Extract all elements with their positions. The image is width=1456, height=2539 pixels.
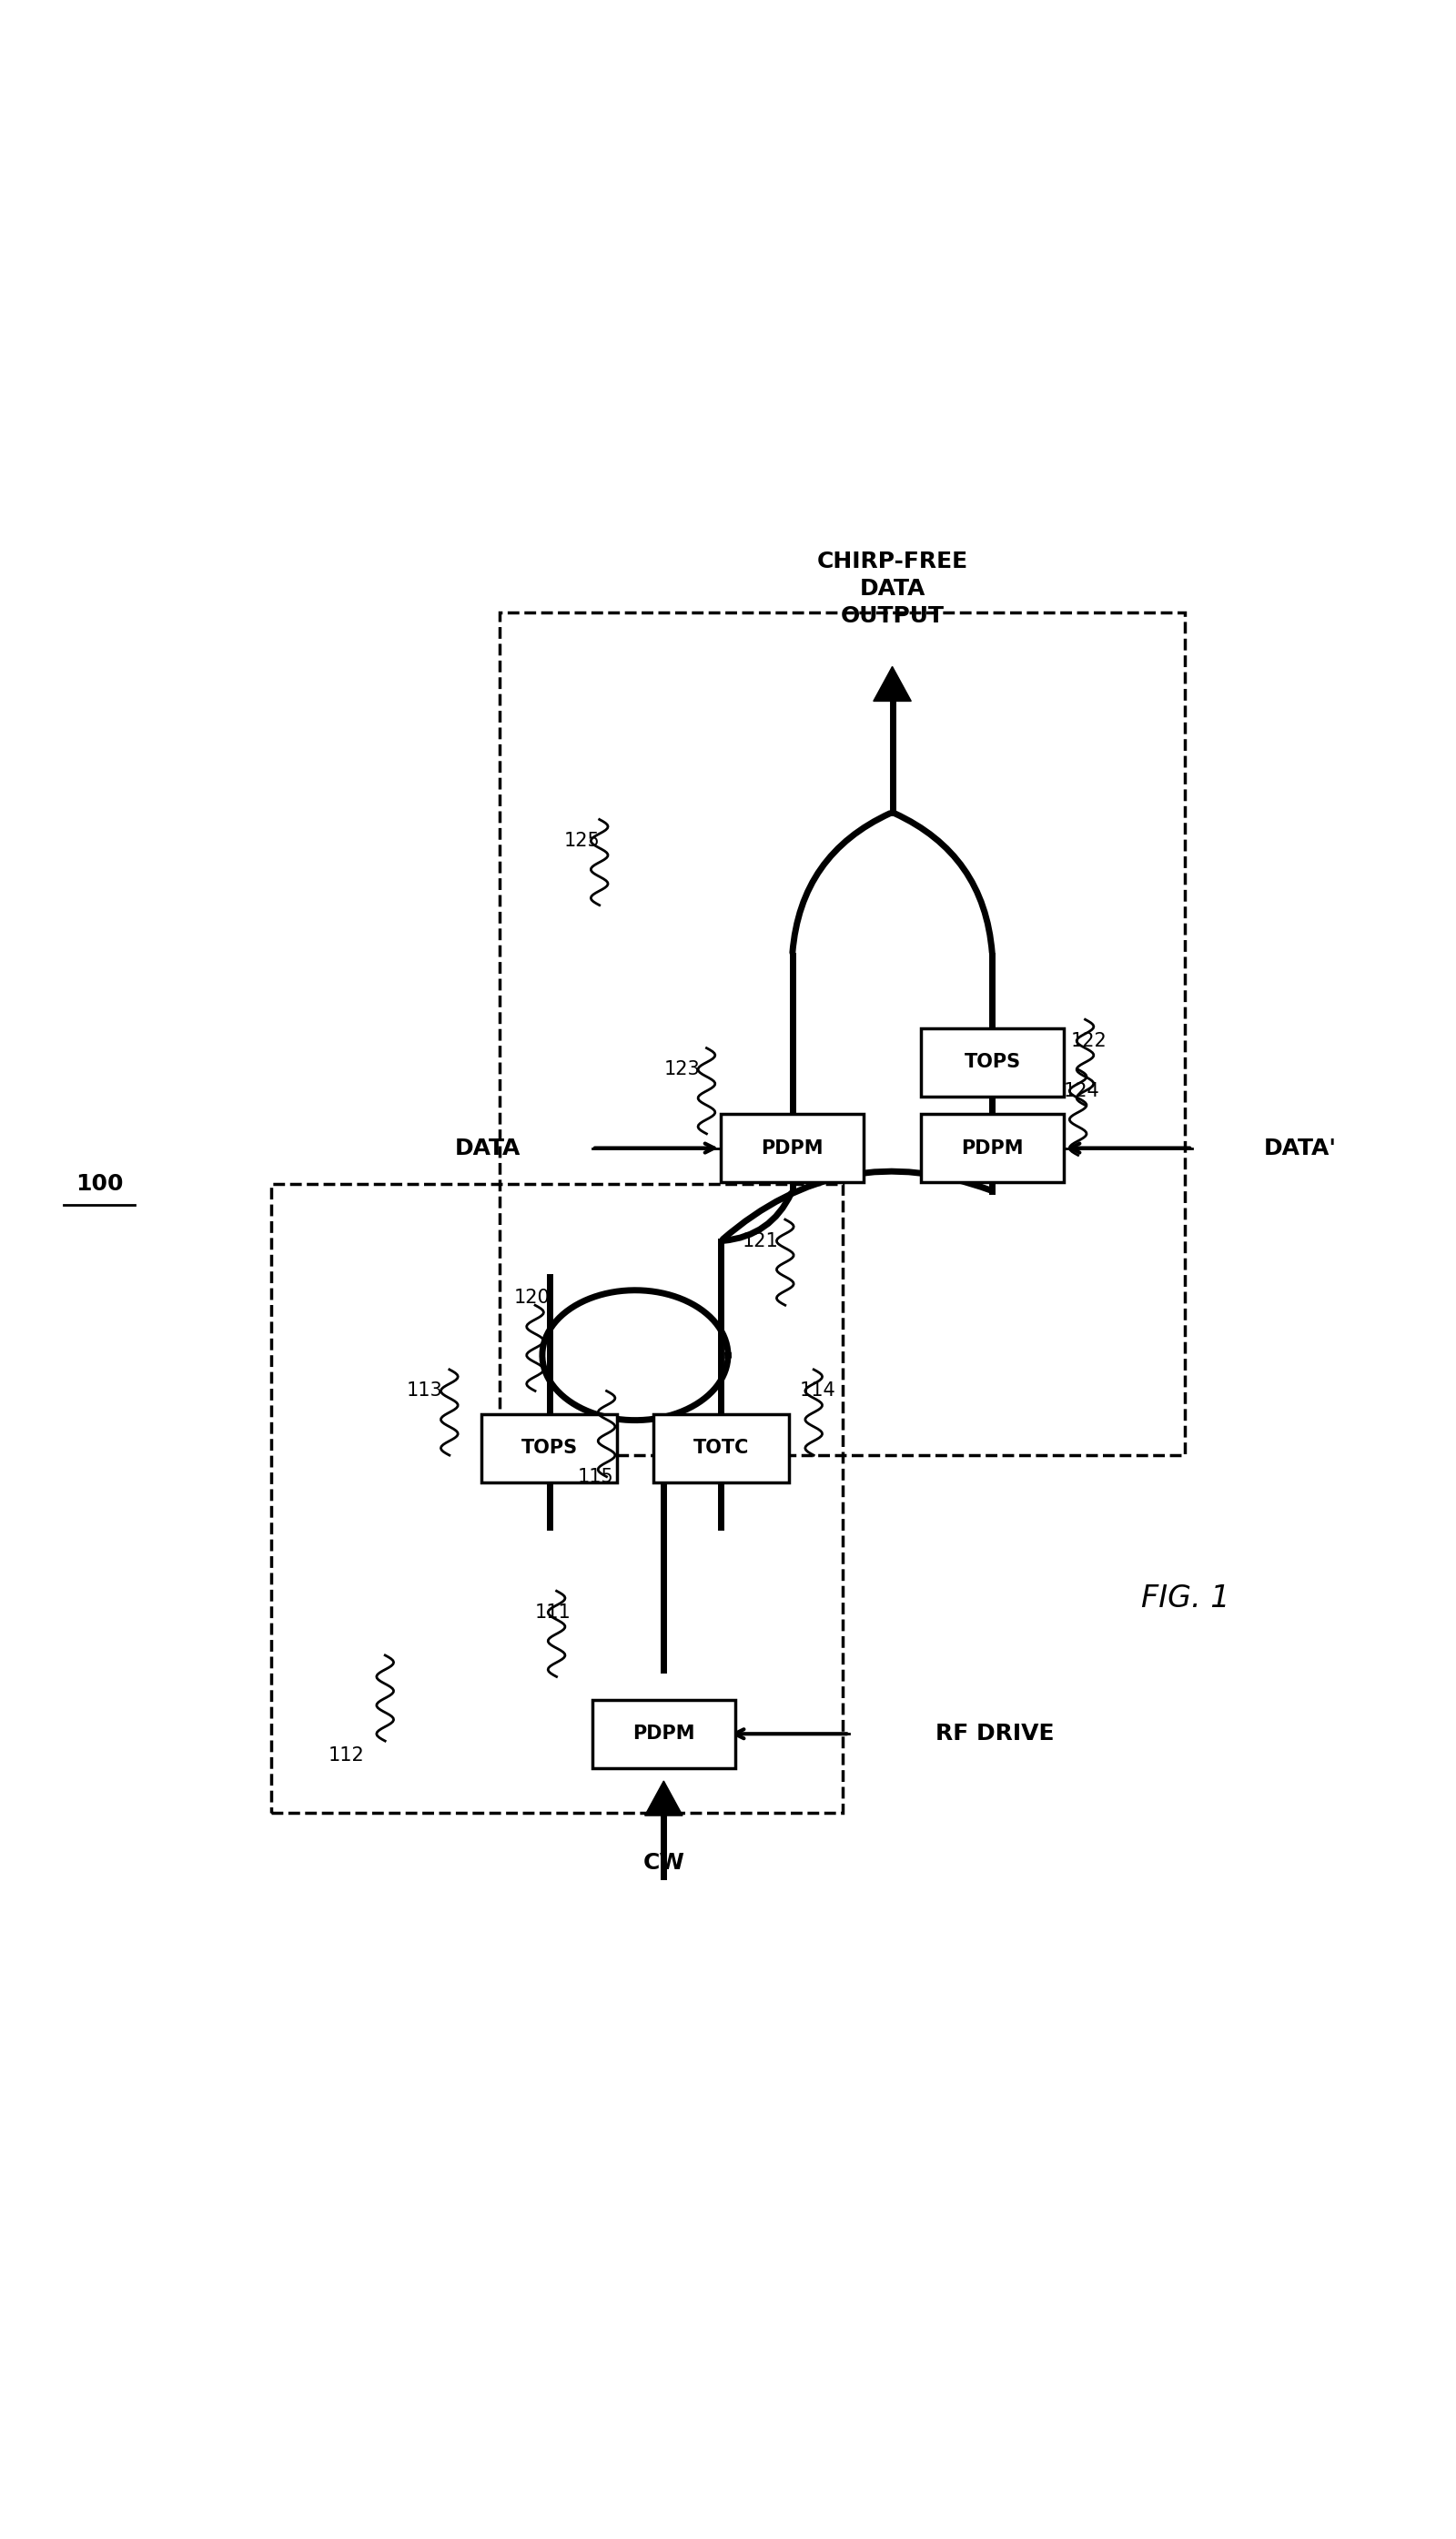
Text: 114: 114	[799, 1381, 836, 1399]
Text: PDPM: PDPM	[632, 1724, 695, 1742]
Text: 100: 100	[76, 1173, 124, 1196]
Text: 112: 112	[328, 1747, 364, 1765]
Text: 121: 121	[743, 1231, 779, 1249]
Text: RF DRIVE: RF DRIVE	[935, 1724, 1054, 1744]
Text: PDPM: PDPM	[761, 1140, 824, 1158]
Text: DATA: DATA	[454, 1137, 521, 1158]
FancyBboxPatch shape	[920, 1115, 1064, 1183]
FancyBboxPatch shape	[652, 1414, 789, 1483]
Text: 125: 125	[563, 833, 600, 851]
Text: TOTC: TOTC	[693, 1440, 748, 1457]
Text: 120: 120	[514, 1290, 550, 1308]
Text: TOPS: TOPS	[964, 1054, 1021, 1071]
Text: TOPS: TOPS	[521, 1440, 578, 1457]
Text: CHIRP-FREE
DATA
OUTPUT: CHIRP-FREE DATA OUTPUT	[817, 551, 968, 627]
FancyBboxPatch shape	[593, 1699, 735, 1767]
Text: 124: 124	[1064, 1082, 1099, 1099]
Text: 113: 113	[406, 1381, 443, 1399]
Text: CW: CW	[642, 1851, 684, 1874]
Text: 123: 123	[664, 1061, 700, 1079]
Text: FIG. 1: FIG. 1	[1142, 1584, 1229, 1612]
Text: 122: 122	[1072, 1031, 1107, 1051]
Text: 115: 115	[578, 1468, 614, 1485]
Text: 111: 111	[536, 1602, 571, 1622]
FancyBboxPatch shape	[721, 1115, 863, 1183]
Polygon shape	[874, 668, 911, 701]
Polygon shape	[645, 1780, 683, 1815]
FancyBboxPatch shape	[920, 1028, 1064, 1097]
FancyBboxPatch shape	[482, 1414, 617, 1483]
Text: DATA': DATA'	[1264, 1137, 1337, 1158]
Text: PDPM: PDPM	[961, 1140, 1024, 1158]
